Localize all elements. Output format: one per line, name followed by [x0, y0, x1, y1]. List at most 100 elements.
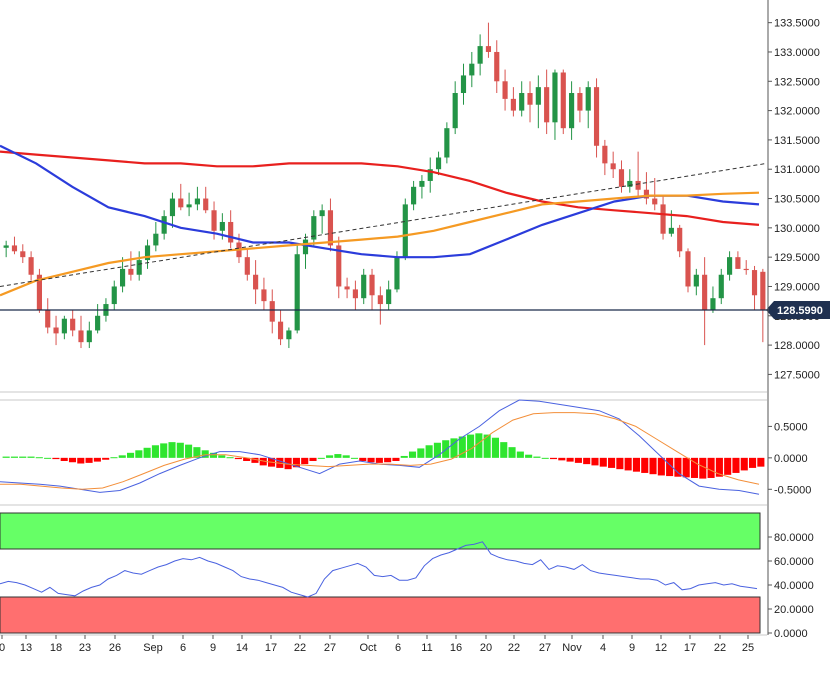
x-tick-label: 9 — [210, 642, 216, 654]
macd-histogram-bar — [632, 457, 640, 472]
candle-body — [510, 98, 516, 111]
macd-histogram-bar — [500, 442, 508, 458]
price-panel: 133.5000 133.0000 132.5000 132.0000 131.5000… — [0, 18, 830, 393]
x-tick-label: Sep — [143, 642, 163, 654]
macd-histogram-bar — [102, 457, 110, 460]
macd-histogram-bar — [699, 457, 707, 479]
macd-histogram-bar — [757, 457, 765, 467]
macd-histogram-bar — [127, 452, 135, 458]
x-tick-label: 22 — [714, 642, 726, 654]
candle-body — [643, 189, 650, 199]
candle-body — [569, 93, 575, 129]
macd-histogram-bar — [201, 450, 209, 458]
macd-histogram-bar — [77, 457, 85, 464]
x-tick-label: 26 — [109, 642, 121, 654]
macd-histogram-bar — [375, 457, 383, 463]
macd-histogram-bar — [690, 457, 699, 478]
candle-body — [519, 93, 525, 111]
macd-histogram-bar — [450, 438, 458, 458]
macd-histogram-bar — [475, 433, 483, 458]
macd-histogram-bar — [516, 451, 524, 458]
candle-body — [70, 318, 76, 331]
candle-body — [153, 233, 159, 246]
x-tick-label: 23 — [79, 642, 91, 654]
macd-histogram-bar — [400, 455, 408, 458]
macd-histogram-bar — [408, 451, 417, 458]
macd-histogram-bar — [682, 457, 690, 478]
macd-histogram-bar — [574, 457, 582, 463]
x-tick-label: 20 — [480, 642, 492, 654]
macd-histogram-bar — [367, 457, 375, 463]
macd-histogram-bar — [44, 457, 52, 459]
candle-body — [269, 301, 275, 322]
x-tick-label: 22 — [508, 642, 520, 654]
price-y-tick-label: 130.5000 — [774, 194, 820, 206]
candle-body — [593, 87, 600, 146]
candle-body — [261, 289, 267, 302]
macd-histogram-bar — [259, 457, 267, 466]
candle-body — [685, 251, 691, 287]
candle-body — [228, 221, 234, 243]
candle-body — [3, 245, 9, 248]
macd-histogram-bar — [724, 457, 732, 475]
macd-histogram-bar — [525, 454, 533, 458]
macd-histogram-bar — [458, 436, 466, 458]
candle-body — [61, 318, 67, 334]
candle-body — [718, 274, 724, 299]
macd-histogram-bar — [616, 457, 624, 470]
rsi-oversold-zone — [0, 596, 761, 634]
macd-histogram-bar — [599, 457, 607, 467]
candle-body — [203, 198, 209, 211]
macd-histogram-bar — [160, 443, 168, 458]
price-y-tick-label: 129.0000 — [774, 281, 820, 293]
macd-y-tick-label: 0.5000 — [774, 421, 808, 433]
macd-histogram-bar — [226, 457, 234, 459]
macd-histogram-bar — [27, 456, 35, 458]
candle-body — [253, 274, 259, 290]
rsi-overbought-zone — [0, 512, 761, 550]
x-tick-label: 22 — [294, 642, 306, 654]
candle-body — [294, 254, 300, 331]
macd-histogram-bar — [350, 457, 359, 459]
macd-histogram-bar — [558, 457, 566, 461]
candle-body — [86, 330, 92, 343]
x-tick-label: 18 — [50, 642, 62, 654]
candle-body — [219, 221, 225, 231]
candle-body — [677, 227, 683, 252]
price-y-tick-label: 131.0000 — [774, 164, 820, 176]
candle-body — [710, 298, 716, 310]
macd-histogram-bar — [566, 457, 574, 462]
macd-histogram-bar — [641, 457, 649, 473]
candle-body — [419, 180, 425, 187]
x-tick-label: 6 — [180, 642, 186, 654]
macd-histogram-bar — [392, 457, 400, 461]
candle-body — [45, 309, 51, 328]
candle-body — [494, 51, 500, 82]
macd-histogram-bar — [649, 457, 657, 475]
candle-body — [727, 257, 733, 275]
macd-histogram-bar — [85, 457, 93, 463]
candle-body — [452, 93, 458, 129]
macd-histogram-bar — [334, 454, 342, 458]
candle-body — [693, 274, 699, 287]
candle-body — [602, 145, 608, 164]
macd-panel: 0.5000 0.0000 -0.5000 — [0, 399, 811, 506]
macd-histogram-bar — [35, 457, 43, 459]
x-tick-label: 17 — [684, 642, 696, 654]
price-y-tick-label: 128.0000 — [774, 340, 820, 352]
candle-body — [95, 315, 101, 331]
candle-body — [244, 257, 250, 275]
candle-body — [119, 268, 126, 287]
candle-body — [427, 169, 433, 181]
candle-body — [36, 274, 42, 310]
candle-body — [128, 268, 134, 275]
macd-histogram-bar — [301, 457, 309, 465]
candle-body — [668, 227, 674, 234]
macd-y-tick-label: 0.0000 — [774, 453, 808, 465]
rsi-y-tick-label: 60.0000 — [774, 556, 814, 568]
macd-histogram-bar — [608, 457, 616, 468]
x-tick-label: Nov — [562, 642, 582, 654]
candle-body — [544, 87, 550, 123]
x-tick-label: 14 — [236, 642, 248, 654]
candle-body — [469, 63, 475, 76]
